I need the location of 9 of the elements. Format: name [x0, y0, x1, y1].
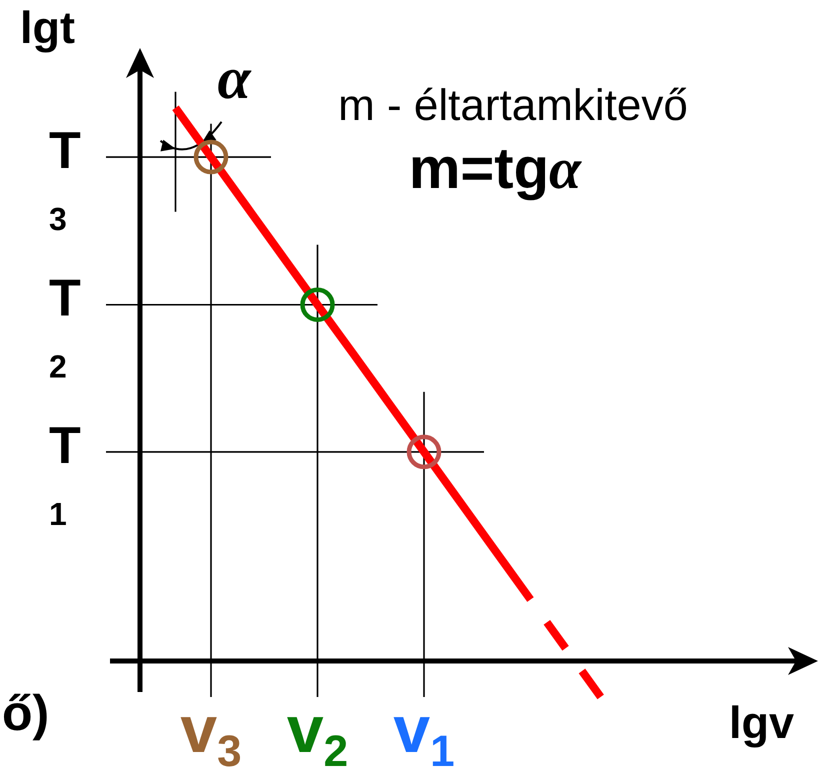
annotation: m=tgα: [408, 136, 582, 201]
annotation: m - éltartamkitevő: [338, 81, 688, 130]
x-tick-label: v$_{3}$: [180, 692, 242, 770]
text: ő): [2, 685, 50, 741]
y-axis-title: lgt: [20, 2, 75, 53]
annotation: α: [218, 44, 252, 111]
x-tick-label: v$_{2}$: [286, 692, 348, 770]
x-axis-title: lgv: [729, 697, 794, 748]
x-tick-label: v$_{1}$: [393, 692, 455, 770]
